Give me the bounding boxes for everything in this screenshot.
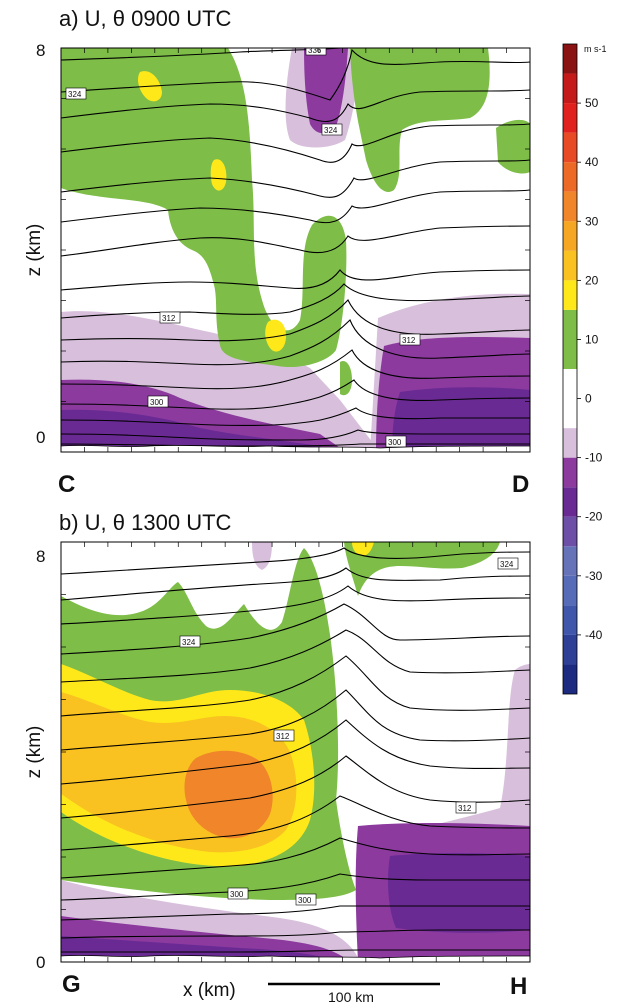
panel-a-shade-yellow-2 [210, 159, 227, 191]
colorbar-frame [562, 43, 578, 695]
panel-a-shade-darkpurple-low [61, 409, 330, 452]
panel-b-left-label: G [62, 971, 81, 998]
colorbar-tick-label: -10 [585, 451, 603, 465]
colorbar-swatch [563, 428, 577, 458]
panel-b-contour-label: 324 [182, 638, 196, 647]
panel-b-ylabel: z (km) [24, 726, 45, 779]
colorbar-tick-label: 40 [585, 155, 599, 169]
colorbar-tick-label: -30 [585, 569, 603, 583]
colorbar: m s-1 50 40 30 20 10 0 -10 -20 -30 -40 [562, 43, 607, 695]
panel-a-shade-yellow-3 [265, 319, 286, 352]
panel-b-title: b) U, θ 1300 UTC [59, 510, 232, 535]
panel-a-contour-labels: 336 324 324 312 312 300 300 [65, 46, 421, 448]
colorbar-swatch [563, 132, 577, 163]
panel-b: b) U, θ 1300 UTC 8 0 z (km) G H x (km) 1… [24, 510, 531, 1005]
colorbar-tick-label: 10 [585, 332, 599, 346]
colorbar-ticks: 50 40 30 20 10 0 -10 -20 -30 -40 [577, 96, 603, 642]
colorbar-swatch [563, 191, 577, 222]
colorbar-tick-label: -20 [585, 510, 603, 524]
panel-b-xlabel: x (km) [183, 980, 236, 1001]
colorbar-swatch [563, 487, 577, 517]
panel-b-shade-orange [184, 750, 273, 839]
panel-b-shade-darkpurple-right [388, 853, 530, 933]
colorbar-swatch [563, 457, 577, 488]
colorbar-tick-label: 20 [585, 273, 599, 287]
panel-a-plot: 336 324 324 312 312 300 300 [61, 46, 530, 452]
panel-b-scale-bar-label: 100 km [328, 989, 374, 1005]
panel-b-contour-label: 300 [298, 896, 312, 905]
panel-a-ytick-top: 8 [36, 41, 45, 60]
colorbar-swatch [563, 221, 577, 251]
panel-b-shade-darkpurple-low [61, 936, 340, 962]
panel-a-shade-green-upper-right [350, 48, 490, 192]
panel-a-ylabel: z (km) [24, 224, 45, 277]
panel-a-contour-label: 300 [150, 398, 164, 407]
panel-a-contour-label: 324 [324, 126, 338, 135]
panel-b-contour-label: 324 [500, 560, 514, 569]
panel-b-shade-light-purple-top [252, 542, 272, 570]
panel-b-shade-yellow-top [352, 542, 374, 556]
panel-a-contour-label: 336 [308, 46, 322, 55]
panel-a-theta-contours [61, 48, 530, 447]
panel-b-plot: 324 324 312 312 300 300 [61, 542, 530, 962]
colorbar-swatch [563, 575, 577, 606]
colorbar-tick-label: 0 [585, 392, 592, 406]
panel-b-ytick-bottom: 0 [36, 953, 45, 972]
panel-a-title: a) U, θ 0900 UTC [59, 6, 232, 31]
panel-b-shade-green-upper [344, 542, 500, 596]
panel-a-contour-label: 300 [388, 438, 402, 447]
colorbar-swatch [563, 605, 577, 635]
colorbar-swatch [563, 546, 577, 576]
colorbar-tick-label: 30 [585, 214, 599, 228]
colorbar-swatch [563, 280, 577, 310]
panel-b-ytick-top: 8 [36, 547, 45, 566]
colorbar-swatch [563, 250, 577, 281]
panel-b-contour-labels: 324 324 312 312 300 300 [179, 557, 519, 906]
colorbar-swatch [563, 634, 577, 665]
colorbar-swatch [563, 664, 577, 694]
colorbar-swatches [563, 44, 577, 694]
panel-a-shade-darkpurple-right [392, 387, 530, 452]
panel-a: a) U, θ 0900 UTC 8 0 z (km) C D [24, 6, 531, 498]
colorbar-swatch [563, 103, 577, 133]
panel-b-contour-label: 312 [458, 804, 472, 813]
panel-a-contour-label: 312 [402, 336, 416, 345]
panel-b-theta-contours [61, 547, 530, 953]
colorbar-swatch [563, 369, 577, 429]
panel-b-tick-marks [61, 542, 530, 962]
panel-a-ytick-bottom: 0 [36, 428, 45, 447]
colorbar-swatch [563, 73, 577, 104]
colorbar-swatch [563, 44, 577, 74]
panel-a-left-label: C [58, 471, 75, 498]
panel-a-shade-purple-top [304, 48, 348, 134]
colorbar-swatch [563, 516, 577, 547]
panel-b-contour-label: 300 [230, 890, 244, 899]
panel-b-contour-label: 312 [276, 732, 290, 741]
colorbar-unit: m s-1 [584, 44, 607, 54]
colorbar-swatch [563, 309, 577, 369]
panel-a-contour-label: 324 [68, 90, 82, 99]
panel-a-tick-marks [61, 48, 530, 452]
colorbar-tick-label: -40 [585, 628, 603, 642]
panel-b-right-label: H [510, 973, 527, 1000]
panel-a-right-label: D [512, 471, 529, 498]
colorbar-tick-label: 50 [585, 96, 599, 110]
panel-a-contour-label: 312 [162, 314, 176, 323]
colorbar-swatch [563, 162, 577, 192]
